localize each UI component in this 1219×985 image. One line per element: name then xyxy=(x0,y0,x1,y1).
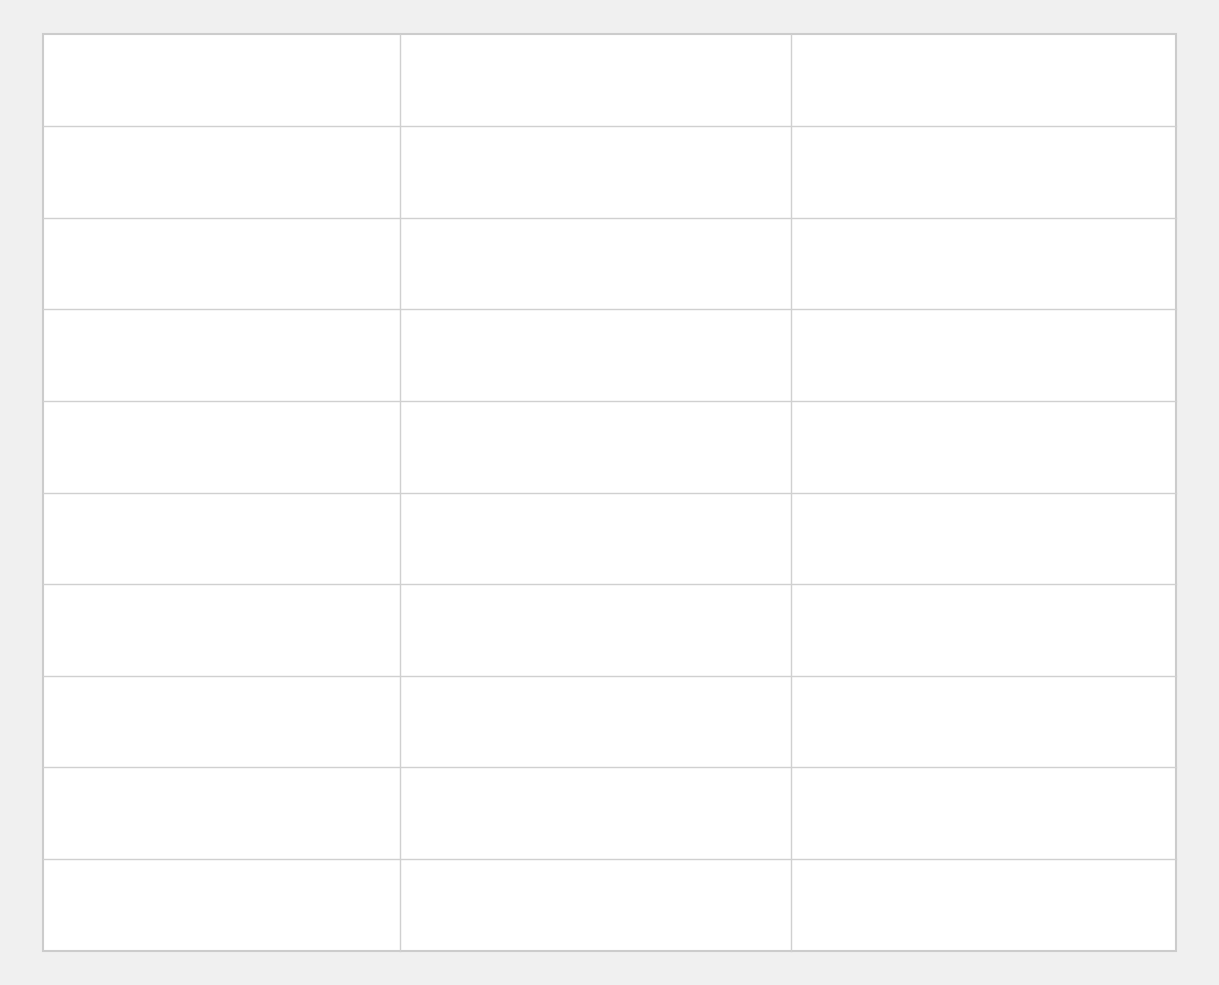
Text: 191.255.0.0: 191.255.0.0 xyxy=(154,620,289,640)
Text: 192.0.0.0: 192.0.0.0 xyxy=(168,711,274,732)
Text: Microsoft APIPA
Reserved Range: Microsoft APIPA Reserved Range xyxy=(894,423,1074,471)
Text: Reserved: Reserved xyxy=(931,620,1035,640)
Text: 172.31.255.255: 172.31.255.255 xyxy=(507,528,684,549)
Text: Reserved: Reserved xyxy=(931,711,1035,732)
Text: 127.0.0.1: 127.0.0.1 xyxy=(168,345,274,365)
Text: 172.16.0.0: 172.16.0.0 xyxy=(161,528,282,549)
Text: Range Usage: Range Usage xyxy=(897,68,1070,93)
Text: 169.254.0.0: 169.254.0.0 xyxy=(154,436,289,457)
Text: Class C Private
Address Block: Class C Private Address Block xyxy=(901,789,1067,837)
Text: 0.255.255.255: 0.255.255.255 xyxy=(513,162,677,182)
Text: 192.0.0.255: 192.0.0.255 xyxy=(528,711,663,732)
Text: Reserved: Reserved xyxy=(931,162,1035,182)
Text: 191.255.255.255: 191.255.255.255 xyxy=(500,620,691,640)
Text: Address Start Range: Address Start Range xyxy=(84,68,358,93)
Text: 0.0.0.0: 0.0.0.0 xyxy=(182,162,260,182)
Text: 223.255.255.0: 223.255.255.0 xyxy=(140,894,302,915)
Text: 192.168.0.0: 192.168.0.0 xyxy=(154,803,289,823)
Text: Class A Private
Address Block: Class A Private Address Block xyxy=(901,239,1067,288)
Text: 225.255.255.255: 225.255.255.255 xyxy=(500,894,691,915)
Text: Address End Range: Address End Range xyxy=(467,68,724,93)
Text: 10.0.0.0: 10.0.0.0 xyxy=(176,253,267,274)
Text: Loopback
Address Range: Loopback Address Range xyxy=(901,331,1067,379)
Text: 10.255.255.255: 10.255.255.255 xyxy=(507,253,684,274)
Text: 169.254.255.255: 169.254.255.255 xyxy=(500,436,691,457)
Text: Class B Private
Address Block: Class B Private Address Block xyxy=(901,514,1067,562)
Text: Reserved: Reserved xyxy=(931,894,1035,915)
Text: 127.255.255.255: 127.255.255.255 xyxy=(500,345,691,365)
Text: 192.168.255.255: 192.168.255.255 xyxy=(500,803,691,823)
